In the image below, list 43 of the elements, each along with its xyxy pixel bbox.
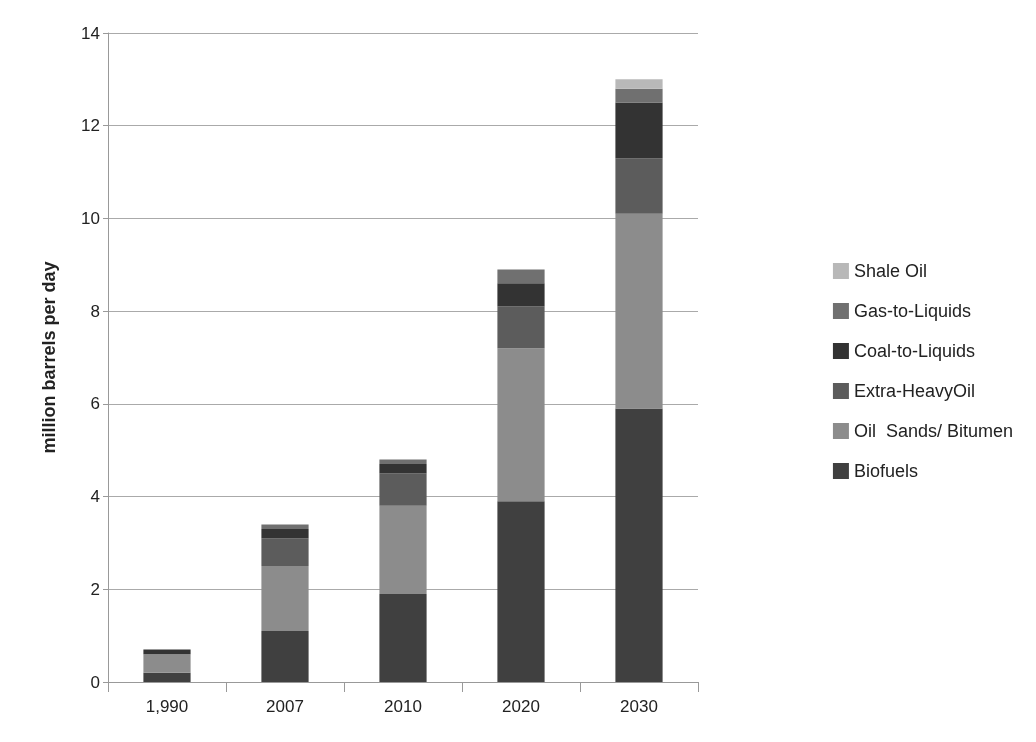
bar (615, 102, 663, 159)
bar (261, 538, 309, 567)
bar (379, 464, 427, 474)
bar (497, 283, 545, 307)
bar (379, 505, 427, 594)
bar (615, 79, 663, 89)
x-tick-label: 2010 (384, 697, 422, 716)
bar (261, 566, 309, 632)
y-tick-label: 10 (81, 208, 100, 228)
x-tick-label: 2007 (266, 697, 304, 716)
bar (143, 672, 191, 682)
bar (497, 348, 545, 502)
y-tick-label: 12 (81, 116, 100, 136)
bar (497, 269, 545, 284)
bar (615, 88, 663, 103)
bar (497, 501, 545, 682)
bar (615, 213, 663, 409)
bar (261, 524, 309, 530)
y-tick-label: 0 (90, 672, 100, 692)
bar (379, 473, 427, 506)
legend-label: Shale Oil (853, 261, 927, 281)
y-tick-label: 8 (90, 301, 100, 321)
bar (379, 459, 427, 465)
bar (261, 529, 309, 539)
y-tick-label: 6 (90, 394, 100, 414)
legend-label: Coal-to-Liquids (853, 341, 975, 361)
bar (497, 306, 545, 349)
bar (261, 631, 309, 682)
y-tick-label: 4 (90, 487, 100, 507)
legend-label: Extra-HeavyOil (853, 381, 975, 401)
legend-label: Oil Sands/ Bitumen (853, 421, 1013, 441)
y-axis-title: million barrels per day (39, 261, 59, 454)
y-tick-label: 14 (81, 23, 100, 43)
x-tick-label: 1,990 (145, 697, 189, 716)
legend-label: Gas-to-Liquids (853, 301, 971, 321)
legend-label: Biofuels (853, 461, 918, 481)
bar (379, 593, 427, 682)
bar (143, 654, 191, 673)
bar (615, 408, 663, 682)
x-tick-label: 2030 (620, 697, 658, 716)
x-tick-label: 2020 (502, 697, 540, 716)
y-tick-label: 2 (90, 579, 100, 599)
bar (615, 158, 663, 214)
